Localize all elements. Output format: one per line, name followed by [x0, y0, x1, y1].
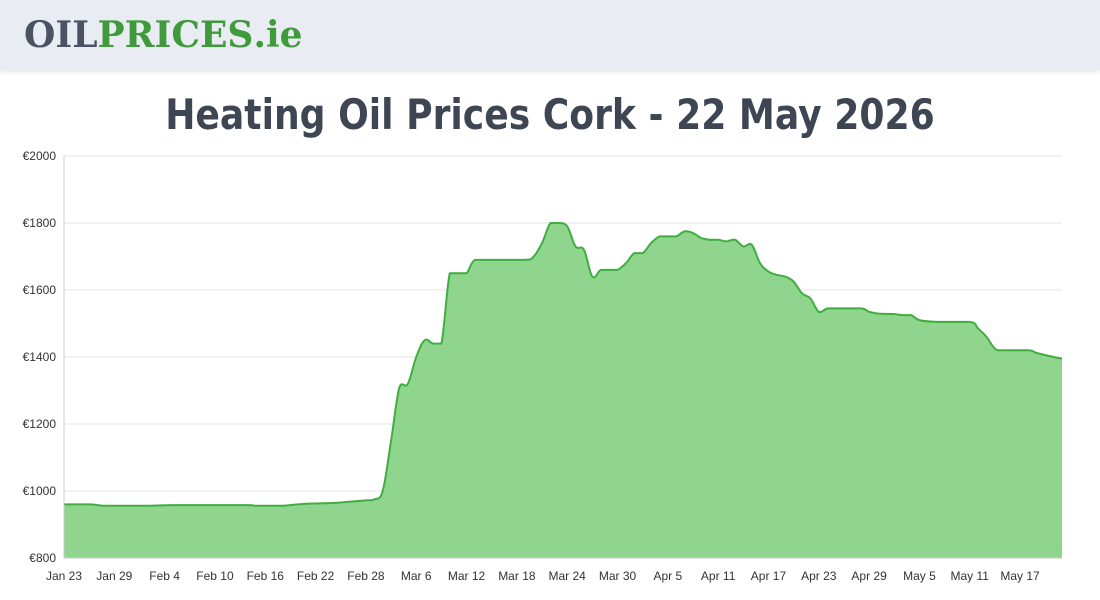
- x-tick-label: Apr 29: [851, 569, 887, 583]
- x-tick-label: Apr 11: [701, 569, 736, 583]
- x-tick-label: Mar 24: [549, 569, 587, 583]
- x-tick-label: Mar 30: [599, 569, 637, 583]
- x-tick-label: Jan 29: [96, 569, 132, 583]
- price-series-line: [63, 222, 1063, 507]
- x-tick-label: Feb 22: [297, 569, 335, 583]
- x-tick-label: May 5: [903, 569, 936, 583]
- y-tick-label: €1400: [23, 350, 57, 364]
- x-tick-label: Jan 23: [46, 569, 82, 583]
- y-tick-label: €1000: [23, 484, 57, 498]
- x-tick-label: Apr 5: [653, 569, 682, 583]
- y-tick-label: €1600: [23, 283, 57, 297]
- x-tick-label: Mar 6: [401, 569, 432, 583]
- x-tick-label: Feb 16: [247, 569, 285, 583]
- y-tick-label: €800: [29, 551, 56, 565]
- x-tick-labels: Jan 23 Jan 29 Feb 4 Feb 10 Feb 16 Feb 22 Feb 2…: [46, 569, 1040, 583]
- x-tick-label: Mar 12: [448, 569, 486, 583]
- x-tick-label: Mar 18: [498, 569, 536, 583]
- y-tick-label: €1800: [23, 216, 57, 230]
- x-tick-label: Feb 4: [149, 569, 180, 583]
- y-tick-label: €2000: [23, 149, 57, 163]
- y-tick-label: €1200: [23, 417, 57, 431]
- x-tick-label: Apr 17: [751, 569, 787, 583]
- logo-text-domain: .ie: [253, 14, 303, 56]
- x-tick-label: May 17: [1000, 569, 1040, 583]
- logo-text-prices: PRICES: [97, 14, 254, 56]
- x-tick-label: Feb 10: [196, 569, 234, 583]
- x-tick-label: Feb 28: [347, 569, 385, 583]
- site-header: OIL PRICES .ie: [0, 0, 1100, 70]
- site-logo[interactable]: OIL PRICES .ie: [24, 12, 303, 58]
- price-chart: €800 €1000 €1200 €1400 €1600 €1800 €2000 Jan 2…: [0, 140, 1100, 600]
- price-area-fill: [64, 223, 1062, 558]
- x-tick-label: Apr 23: [801, 569, 837, 583]
- logo-text-oil: OIL: [24, 14, 98, 56]
- y-tick-labels: €800 €1000 €1200 €1400 €1600 €1800 €2000: [23, 149, 57, 565]
- x-tick-label: May 11: [951, 569, 990, 583]
- price-chart-svg: €800 €1000 €1200 €1400 €1600 €1800 €2000 Jan 2…: [23, 149, 1063, 583]
- area-layer: [63, 222, 1063, 558]
- axes: [63, 156, 1062, 559]
- page-title: Heating Oil Prices Cork - 22 May 2026: [165, 90, 935, 139]
